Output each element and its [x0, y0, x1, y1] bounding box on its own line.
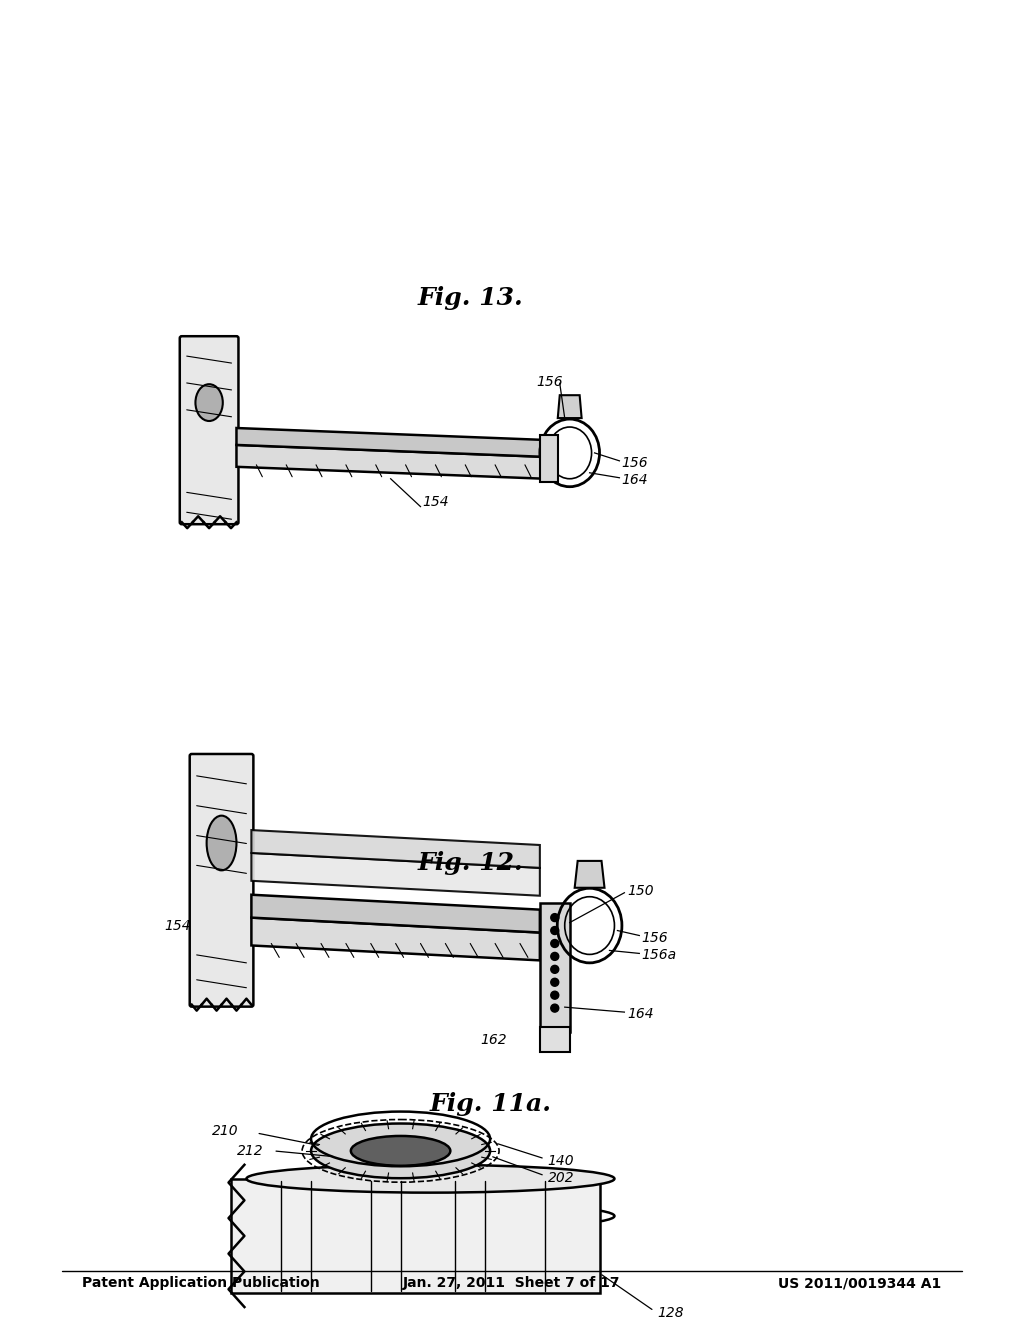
Circle shape: [551, 978, 559, 986]
Text: 156: 156: [537, 375, 563, 389]
Text: 154: 154: [164, 919, 190, 932]
Text: 140: 140: [548, 1154, 574, 1168]
Text: 156: 156: [622, 455, 648, 470]
Ellipse shape: [247, 1164, 614, 1193]
Polygon shape: [251, 853, 540, 896]
Circle shape: [551, 940, 559, 948]
Polygon shape: [574, 861, 604, 888]
Text: 162: 162: [480, 1034, 507, 1047]
Polygon shape: [251, 830, 540, 867]
Circle shape: [551, 953, 559, 961]
Text: Patent Application Publication: Patent Application Publication: [82, 1276, 321, 1290]
FancyBboxPatch shape: [189, 754, 253, 1007]
Ellipse shape: [311, 1123, 490, 1179]
Text: 150: 150: [628, 884, 654, 898]
Text: Fig. 12.: Fig. 12.: [418, 851, 523, 875]
Text: Jan. 27, 2011  Sheet 7 of 17: Jan. 27, 2011 Sheet 7 of 17: [403, 1276, 621, 1290]
Bar: [231, 1179, 599, 1294]
Circle shape: [551, 991, 559, 999]
Circle shape: [551, 913, 559, 921]
Ellipse shape: [196, 384, 223, 421]
Text: 128: 128: [657, 1305, 684, 1320]
FancyBboxPatch shape: [180, 337, 239, 524]
Text: 156: 156: [641, 931, 668, 945]
Polygon shape: [237, 445, 545, 479]
Bar: [540, 436, 558, 482]
Text: Fig. 13.: Fig. 13.: [418, 286, 523, 310]
Bar: [540, 1027, 569, 1052]
Text: 164: 164: [628, 1007, 654, 1022]
Text: 156a: 156a: [641, 948, 677, 962]
Text: 202: 202: [548, 1171, 574, 1185]
Ellipse shape: [351, 1137, 451, 1166]
Text: Fig. 11a.: Fig. 11a.: [429, 1092, 551, 1117]
Text: US 2011/0019344 A1: US 2011/0019344 A1: [778, 1276, 942, 1290]
Circle shape: [551, 965, 559, 973]
Text: 154: 154: [423, 495, 450, 508]
Bar: [540, 903, 569, 1032]
Polygon shape: [251, 917, 540, 961]
Circle shape: [551, 927, 559, 935]
Text: 164: 164: [622, 473, 648, 487]
Text: 210: 210: [212, 1123, 239, 1138]
Ellipse shape: [207, 816, 237, 870]
Text: 212: 212: [237, 1144, 263, 1158]
Polygon shape: [558, 395, 582, 418]
Polygon shape: [251, 895, 540, 932]
Polygon shape: [237, 428, 545, 457]
Circle shape: [551, 1005, 559, 1012]
